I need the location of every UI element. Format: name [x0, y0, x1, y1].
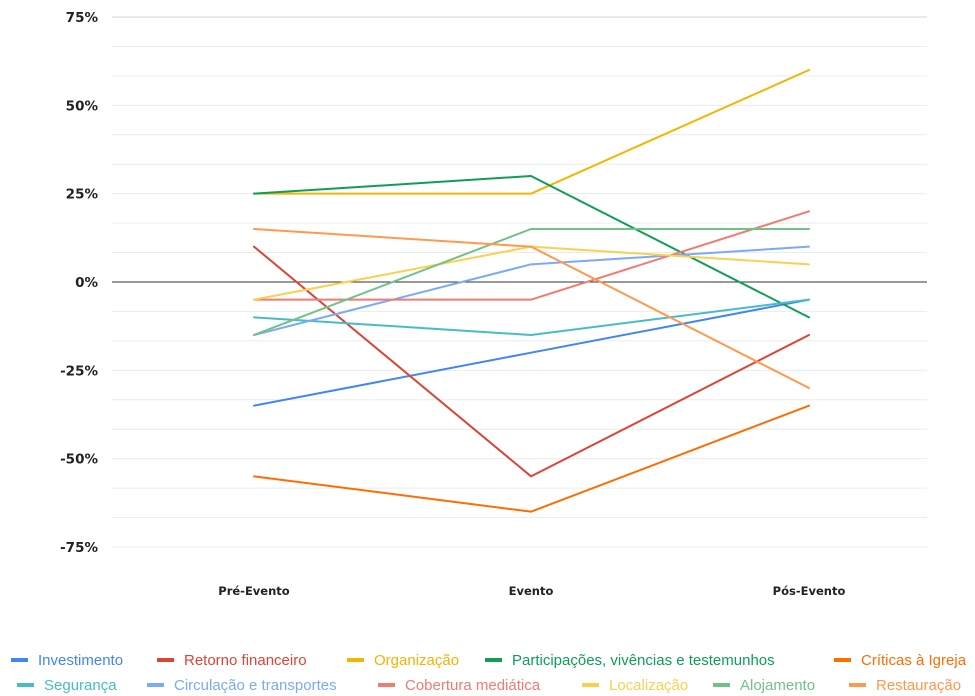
series-line — [253, 298, 810, 407]
series-lines — [253, 69, 810, 513]
series-line — [253, 245, 810, 336]
y-tick-label: 0% — [75, 275, 98, 291]
y-tick-label: -50% — [60, 452, 98, 468]
series-line — [253, 245, 810, 478]
legend-label: Circulação e transportes — [174, 677, 337, 694]
y-tick-label: -25% — [60, 363, 98, 379]
legend-swatch — [713, 683, 730, 687]
legend-swatch — [17, 683, 34, 687]
y-tick-label: 75% — [66, 10, 99, 26]
gridlines — [112, 16, 927, 548]
legend-swatch — [834, 658, 851, 662]
series-line — [253, 228, 810, 336]
legend-label: Retorno financeiro — [184, 652, 307, 669]
legend-label: Segurança — [44, 677, 117, 694]
series-line — [253, 210, 810, 301]
legend-swatch — [11, 658, 28, 662]
legend-swatch — [485, 658, 502, 662]
legend-swatch — [347, 658, 364, 662]
legend: Investimento Retorno financeiro Organizaçã… — [11, 652, 967, 694]
x-tick-label: Evento — [509, 584, 554, 598]
legend-label: Cobertura mediática — [405, 677, 541, 694]
legend-swatch — [582, 683, 599, 687]
series-line — [253, 245, 810, 301]
legend-swatch — [147, 683, 164, 687]
series-line — [253, 175, 810, 319]
series-line — [253, 404, 810, 513]
x-tick-label: Pós-Evento — [773, 584, 846, 598]
series-line — [253, 228, 810, 389]
legend-swatch — [378, 683, 395, 687]
legend-label: Investimento — [38, 652, 123, 669]
series-line — [253, 69, 810, 195]
legend-label: Organização — [374, 652, 459, 669]
legend-label: Localização — [609, 677, 688, 694]
legend-label: Alojamento — [740, 677, 815, 694]
legend-swatch — [157, 658, 174, 662]
legend-label: Críticas à Igreja — [861, 652, 967, 669]
y-tick-label: -75% — [60, 540, 98, 556]
x-tick-label: Pré-Evento — [218, 584, 290, 598]
y-axis-ticks: 75% 50% 25% 0% -25% -50% -75% — [60, 10, 98, 556]
legend-label: Participações, vivências e testemunhos — [512, 652, 775, 669]
legend-label: Restauração — [876, 677, 961, 694]
y-tick-label: 50% — [66, 98, 99, 114]
legend-swatch — [849, 683, 866, 687]
y-tick-label: 25% — [66, 187, 99, 203]
x-axis-ticks: Pré-Evento Evento Pós-Evento — [218, 584, 845, 598]
series-line — [253, 298, 810, 336]
